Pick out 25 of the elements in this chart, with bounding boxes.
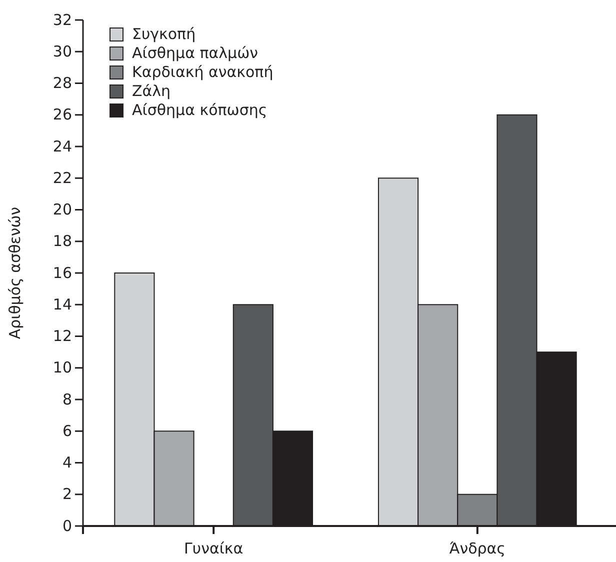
y-tick-label: 28 [52, 74, 72, 92]
x-tick-label: Γυναίκα [184, 540, 244, 558]
legend-label: Καρδιακή ανακοπή [132, 63, 274, 81]
y-tick-label: 10 [52, 358, 72, 377]
y-tick-label: 20 [52, 200, 72, 219]
legend-label: Συγκοπή [132, 25, 196, 43]
y-tick-label: 2 [62, 485, 72, 504]
legend-label: Αίσθημα παλμών [132, 44, 258, 62]
y-tick-label: 0 [62, 516, 72, 535]
y-tick-label: 14 [52, 295, 72, 314]
y-axis-title: Αριθμός ασθενών [6, 206, 24, 340]
y-tick-label: 16 [52, 264, 72, 282]
legend-label: Ζάλη [132, 82, 171, 100]
x-tick-label: Άνδρας [449, 540, 506, 558]
y-tick-label: 24 [52, 137, 72, 156]
y-tick-label: 22 [52, 168, 72, 187]
y-tick-label: 4 [62, 454, 72, 472]
y-tick-label: 32 [52, 10, 72, 29]
y-tick-label: 12 [52, 327, 72, 346]
y-tick-label: 8 [62, 390, 72, 408]
y-tick-label: 30 [52, 42, 72, 60]
legend-label: Αίσθημα κόπωσης [132, 101, 268, 119]
y-tick-label: 6 [62, 422, 72, 440]
y-tick-label: 26 [52, 106, 72, 124]
y-tick-label: 18 [52, 232, 72, 250]
